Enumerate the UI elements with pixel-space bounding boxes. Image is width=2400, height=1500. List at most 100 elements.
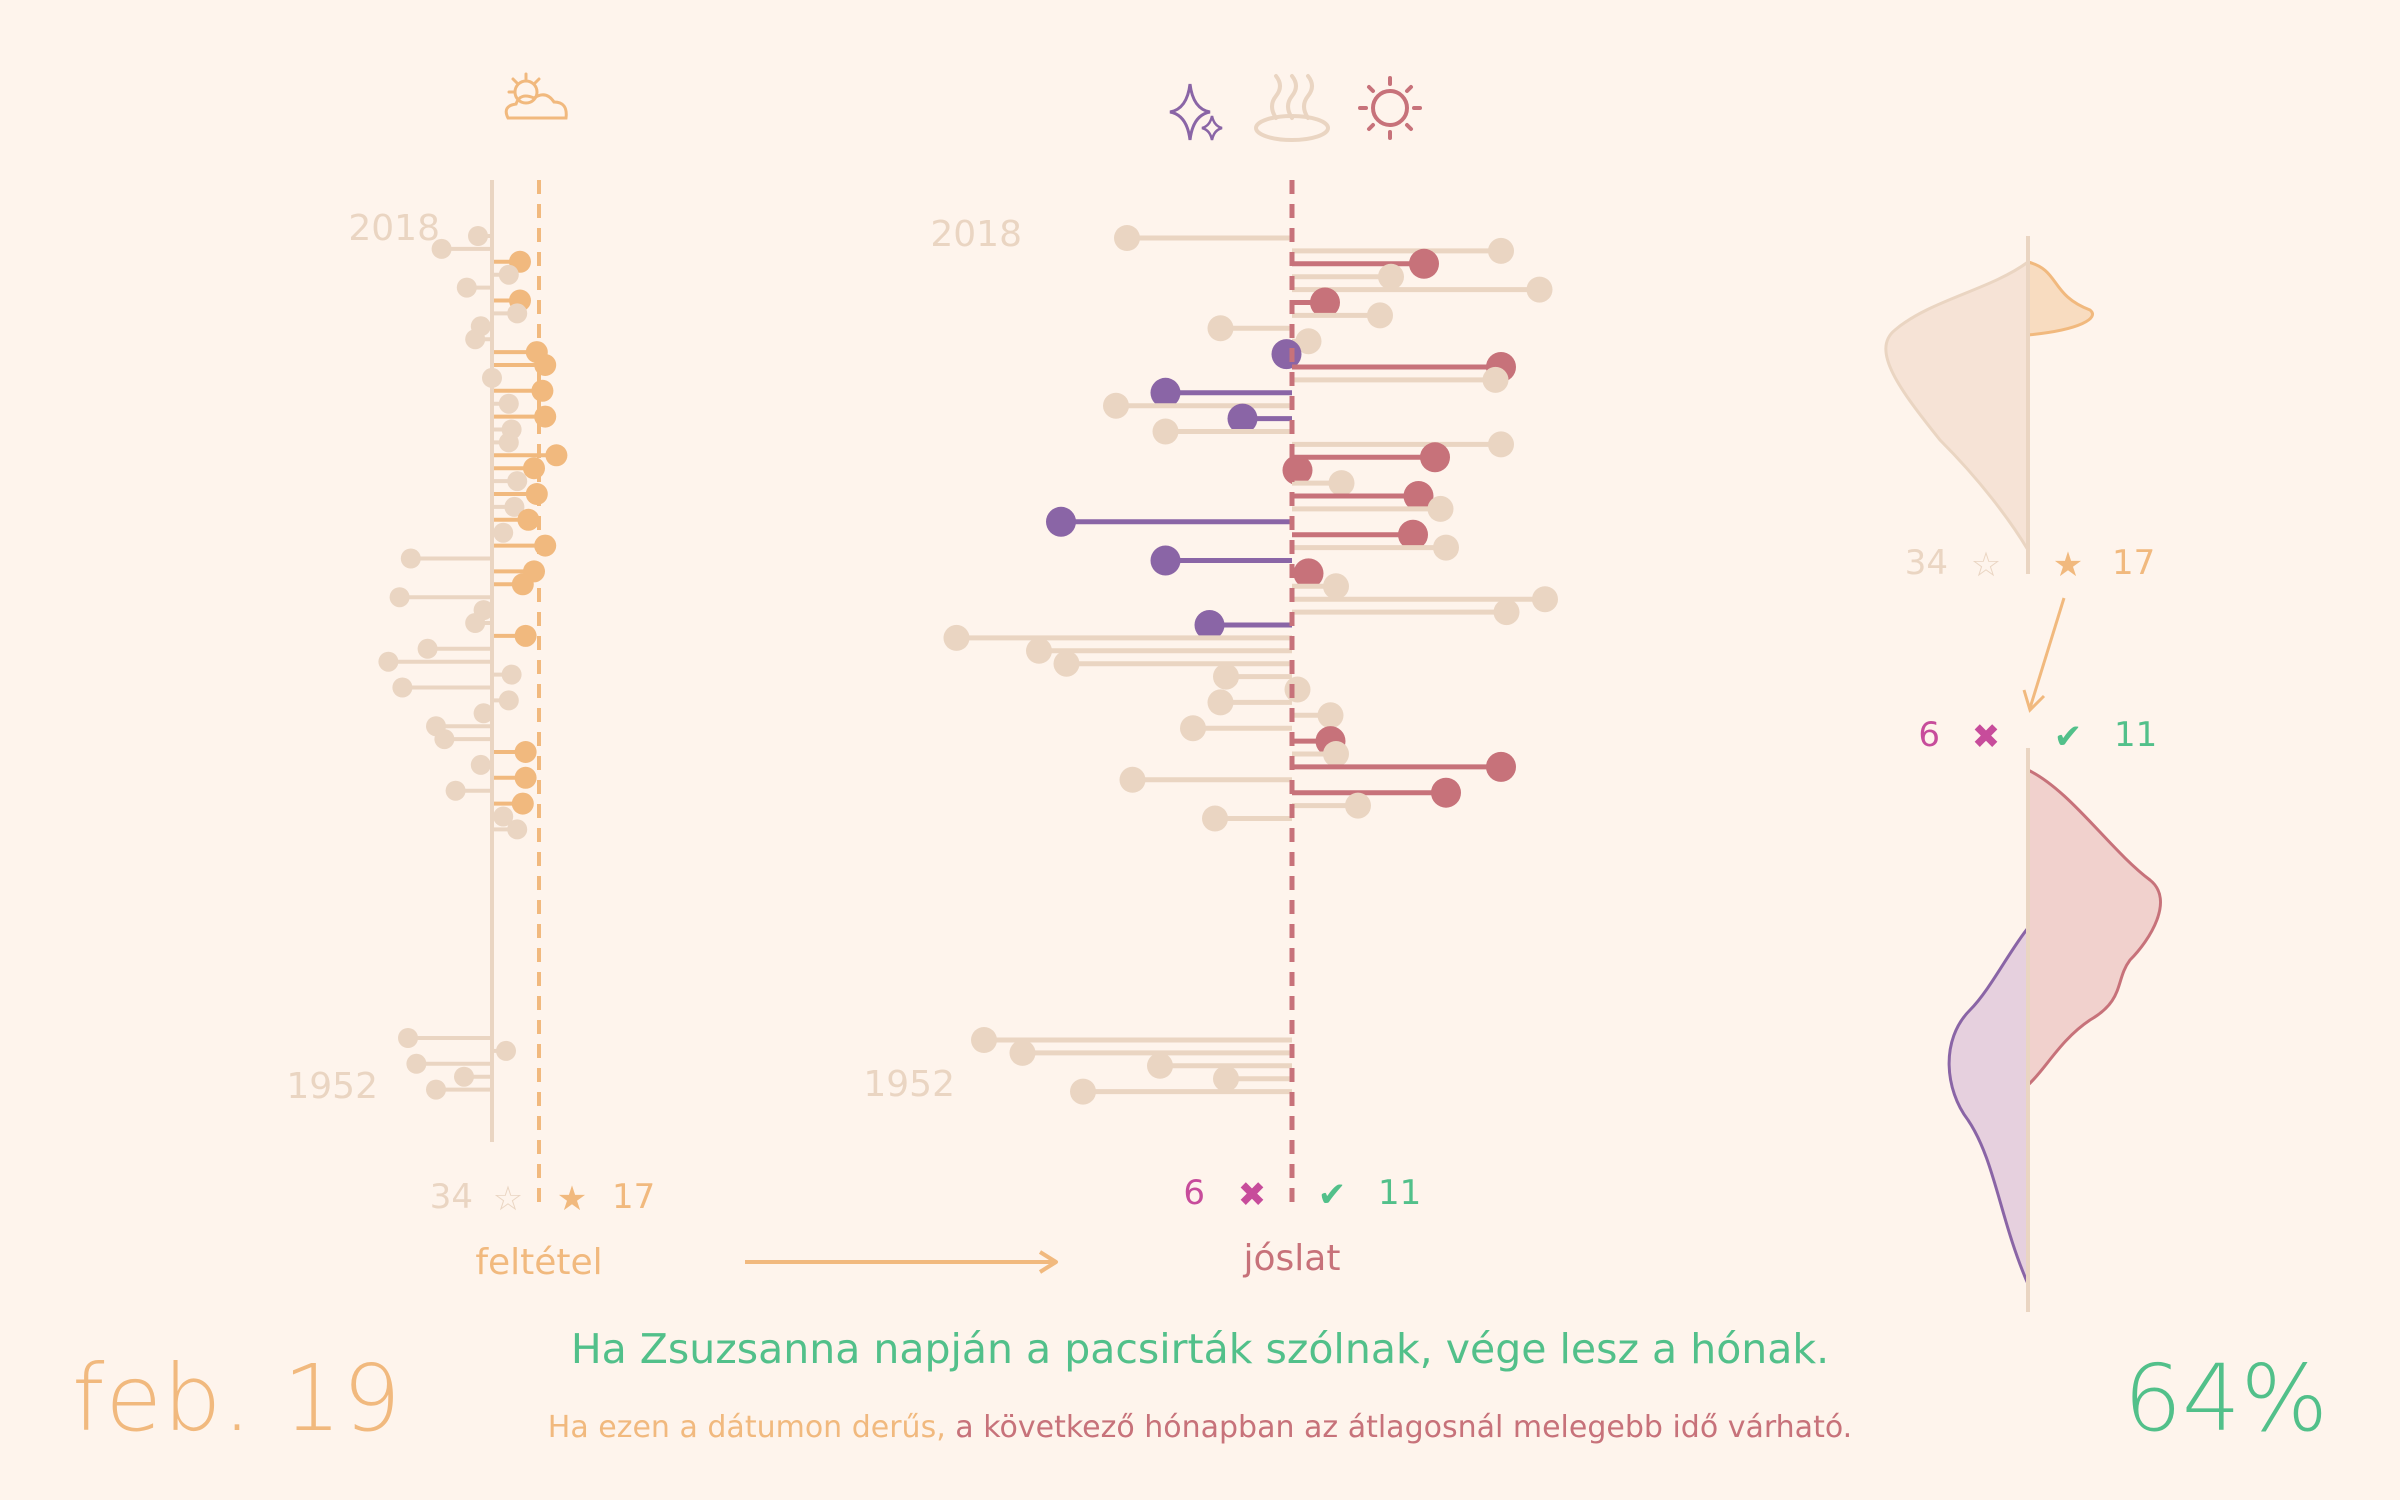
condition-not-met-count: 34 xyxy=(430,1177,473,1217)
prediction-point xyxy=(1026,637,1052,664)
condition-point xyxy=(389,587,410,608)
condition-point xyxy=(498,432,519,453)
condition-point xyxy=(417,638,438,659)
saying-explanation: Ha ezen a dátumon derűs, a következő hón… xyxy=(0,1410,2400,1445)
prediction-point xyxy=(1202,805,1228,832)
condition-point xyxy=(523,457,545,480)
distribution-link-arrow-head xyxy=(2022,689,2046,713)
prediction-point xyxy=(1213,663,1239,690)
condition-point xyxy=(392,677,413,698)
condition-year-top: 2018 xyxy=(348,208,440,249)
flow-arrow-head xyxy=(1038,1250,1058,1274)
prediction-point xyxy=(1147,1052,1173,1079)
prediction-point xyxy=(1103,392,1129,419)
distribution-prediction-cold xyxy=(1947,923,2030,1285)
prediction-point xyxy=(1323,741,1349,767)
condition-point xyxy=(514,624,537,647)
prediction-correct-count: 11 xyxy=(1378,1173,1421,1213)
prediction-point xyxy=(1150,377,1181,408)
prediction-point xyxy=(1207,689,1234,716)
condition-point xyxy=(465,329,486,350)
distribution-prediction: 6 ✖ ✔ 11 xyxy=(1918,715,2162,1312)
condition-point xyxy=(456,277,477,298)
prediction-year-bottom: 1952 xyxy=(863,1064,955,1105)
prediction-point xyxy=(1367,302,1393,329)
condition-chart xyxy=(378,226,568,1100)
condition-not-met-symbol: ☆ xyxy=(493,1179,523,1219)
prediction-point xyxy=(1310,287,1340,318)
condition-point xyxy=(507,471,528,492)
prediction-point xyxy=(1345,792,1371,819)
prediction-point xyxy=(1403,481,1434,511)
condition-point xyxy=(507,303,528,324)
prediction-point xyxy=(1213,1065,1239,1092)
prediction-point xyxy=(1317,702,1344,729)
condition-point xyxy=(511,573,534,596)
condition-met-count: 17 xyxy=(612,1177,655,1217)
distribution-condition-right-count: 17 xyxy=(2112,543,2155,583)
prediction-point xyxy=(1493,599,1520,626)
distribution-condition-met xyxy=(2026,260,2094,337)
prediction-point xyxy=(1323,573,1349,600)
condition-year-bottom: 1952 xyxy=(286,1066,378,1107)
distribution-condition-right-symbol: ★ xyxy=(2053,545,2083,585)
prediction-point xyxy=(1293,558,1324,589)
prediction-point xyxy=(1114,225,1140,251)
prediction-point xyxy=(1526,276,1553,303)
condition-point xyxy=(426,1079,446,1100)
condition-point xyxy=(504,496,525,517)
condition-point xyxy=(470,754,491,775)
condition-point xyxy=(496,1040,516,1061)
condition-point xyxy=(498,393,519,414)
condition-label: feltétel xyxy=(475,1242,602,1283)
accuracy-percentage: 64% xyxy=(2123,1345,2328,1452)
sparkles-icon xyxy=(1169,83,1223,141)
sun-icon xyxy=(1358,76,1422,140)
prediction-wrong-count: 6 xyxy=(1183,1173,1205,1213)
condition-point xyxy=(454,1066,474,1087)
prediction-point xyxy=(1046,506,1076,537)
prediction-correct-symbol: ✔ xyxy=(1318,1175,1347,1215)
prediction-point xyxy=(1180,715,1206,742)
prediction-point xyxy=(1378,263,1404,290)
condition-met-symbol: ★ xyxy=(557,1179,587,1219)
explanation-condition: Ha ezen a dátumon derűs, xyxy=(547,1410,946,1445)
prediction-point xyxy=(1488,237,1514,264)
condition-point xyxy=(406,1053,427,1074)
weather-saying: Ha Zsuzsanna napján a pacsirták szólnak,… xyxy=(570,1325,1830,1373)
condition-point xyxy=(514,741,537,763)
distribution-condition-left-count: 34 xyxy=(1905,543,1948,583)
prediction-label: jóslat xyxy=(1243,1238,1341,1279)
condition-point xyxy=(545,444,568,467)
prediction-wrong-symbol: ✖ xyxy=(1238,1175,1267,1215)
prediction-point xyxy=(1053,650,1080,677)
distribution-condition-not-met xyxy=(1884,259,2030,556)
condition-point xyxy=(468,226,488,246)
condition-point xyxy=(517,508,540,531)
distribution-prediction-left-symbol: ✖ xyxy=(1972,717,2001,757)
distribution-condition-left-symbol: ☆ xyxy=(1971,545,2001,585)
condition-point xyxy=(473,703,494,724)
sun-behind-cloud-icon xyxy=(504,72,568,120)
prediction-point xyxy=(1488,431,1514,458)
condition-point xyxy=(493,806,514,827)
date-label: feb. 19 xyxy=(72,1345,402,1452)
distribution-condition: 34 ☆ ★ 17 xyxy=(1884,236,2155,585)
prediction-point xyxy=(1431,777,1461,808)
condition-point xyxy=(501,664,522,685)
prediction-point xyxy=(1295,328,1322,355)
prediction-point xyxy=(1420,442,1450,473)
hot-springs-icon xyxy=(1254,74,1330,142)
prediction-point xyxy=(1194,610,1225,640)
prediction-point xyxy=(1427,495,1454,522)
condition-point xyxy=(511,792,534,815)
prediction-point xyxy=(1150,545,1181,576)
prediction-point xyxy=(1284,676,1311,703)
distribution-prediction-right-symbol: ✔ xyxy=(2054,717,2083,757)
prediction-point xyxy=(1433,534,1459,561)
prediction-point xyxy=(971,1027,997,1053)
condition-point xyxy=(378,651,399,672)
distribution-prediction-right-count: 11 xyxy=(2114,715,2157,755)
condition-point xyxy=(498,264,519,285)
